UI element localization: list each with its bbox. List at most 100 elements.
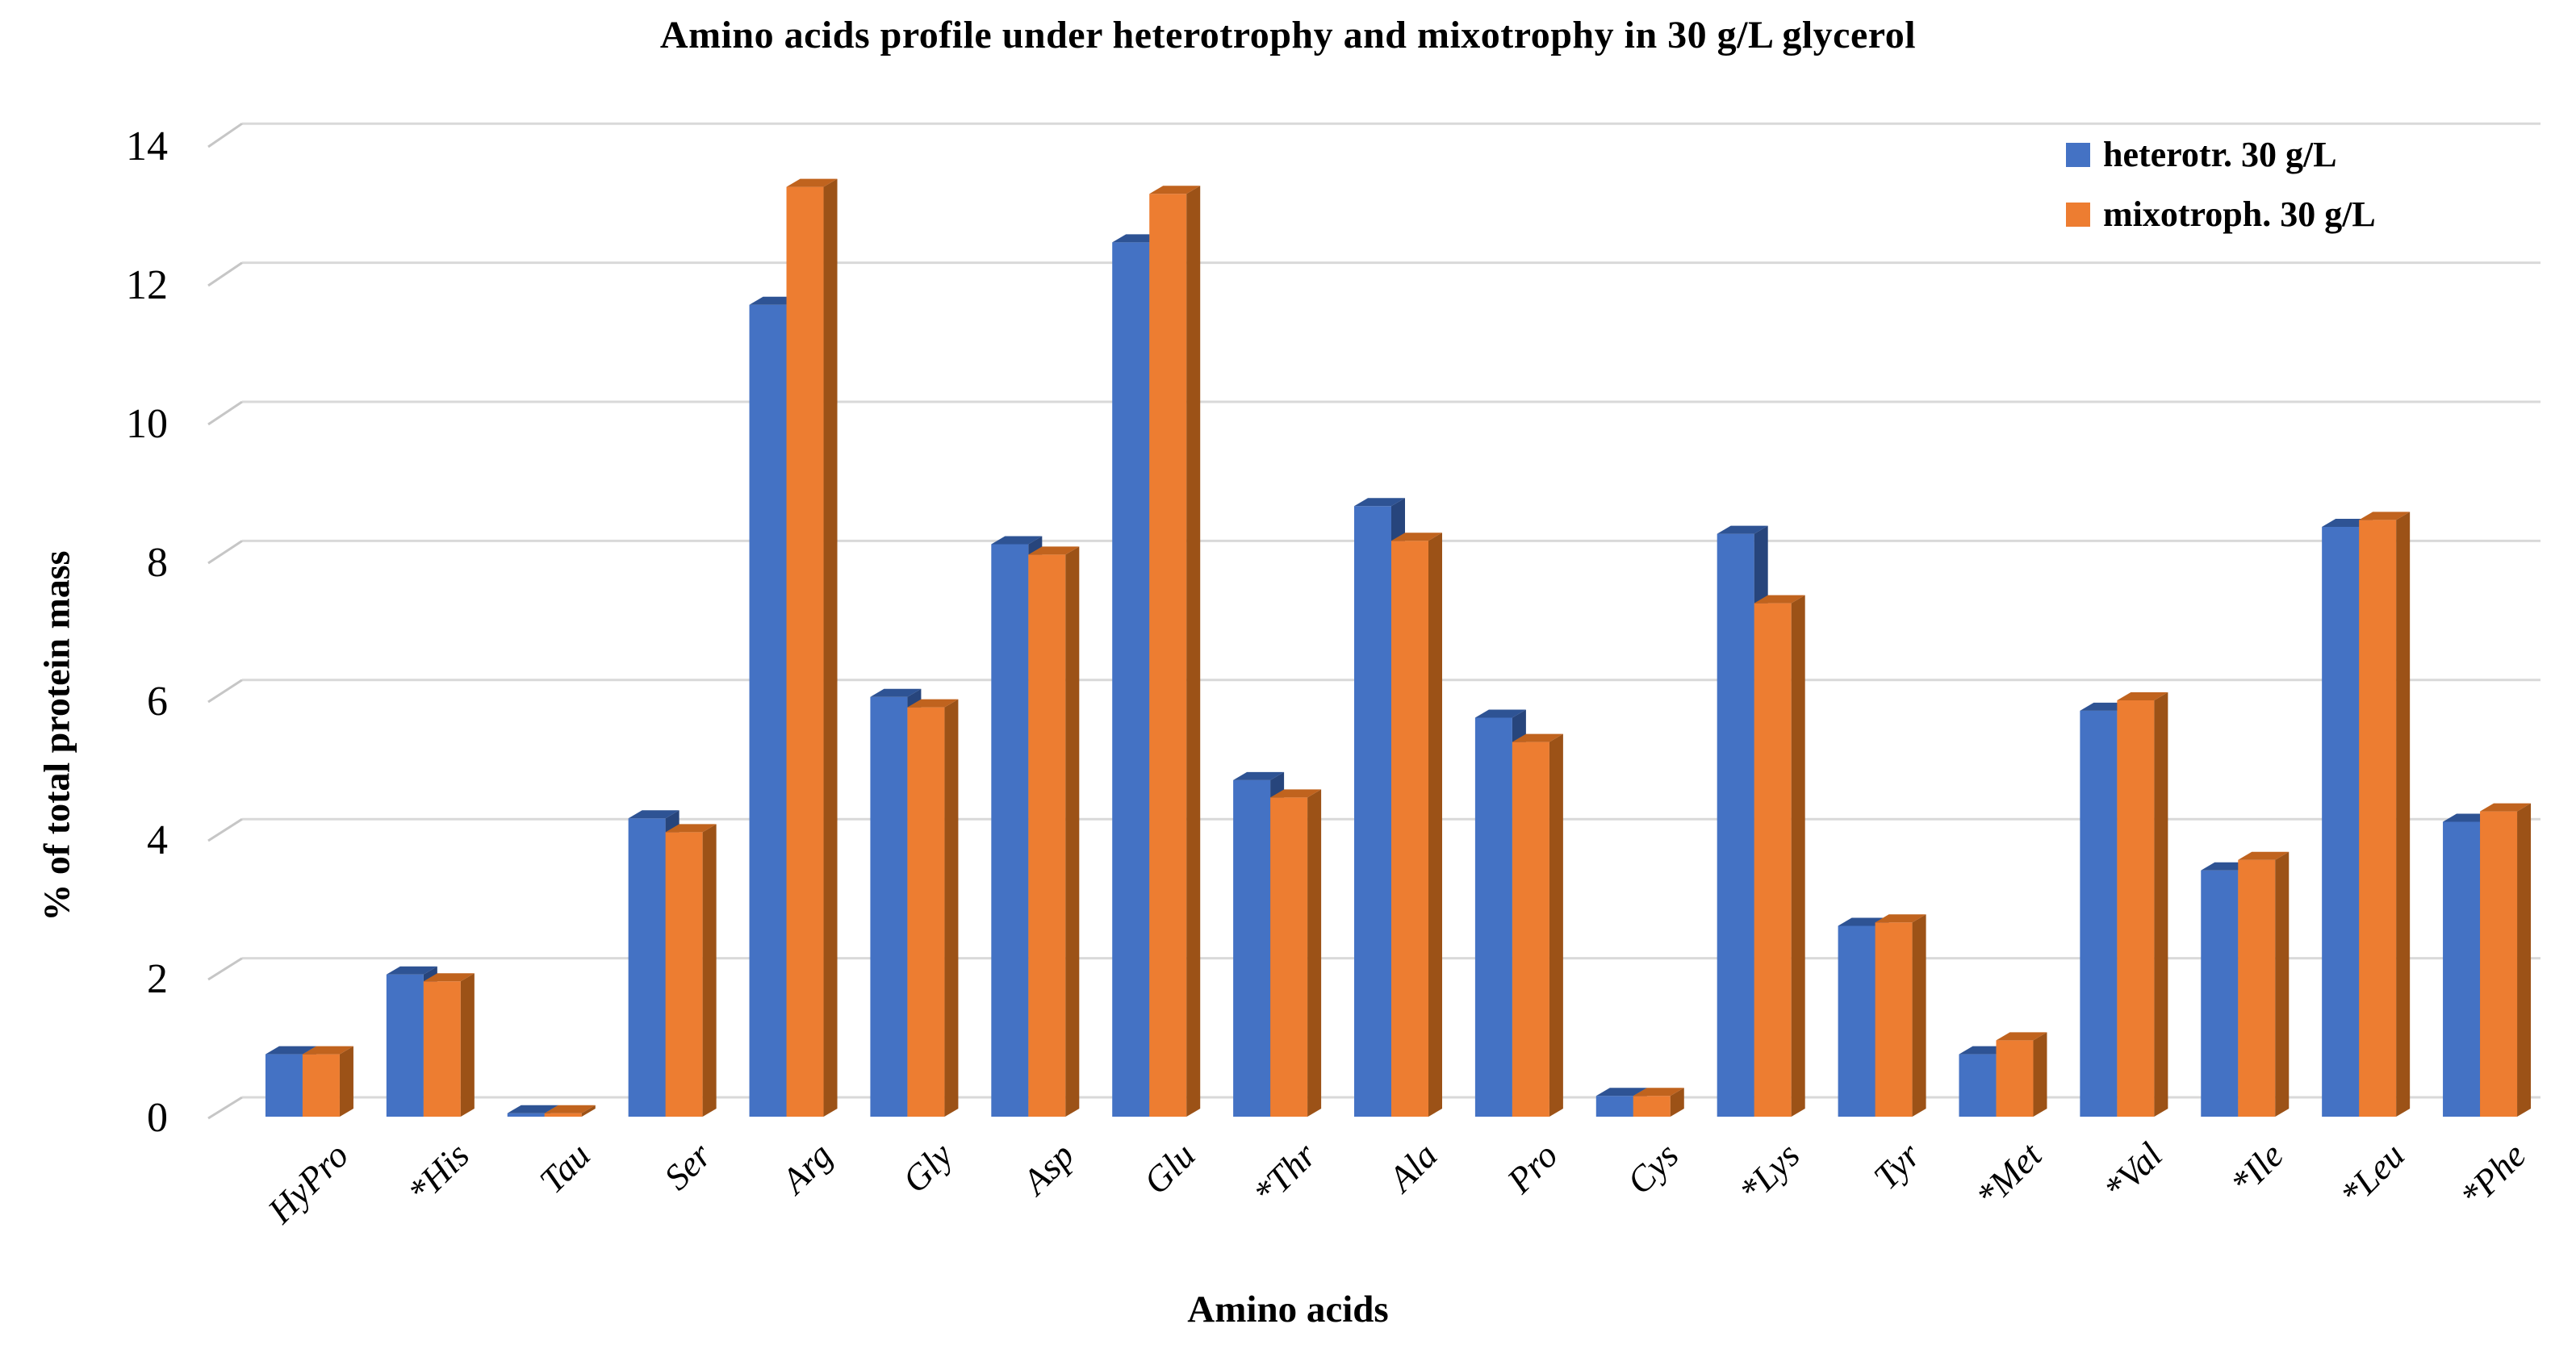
x-axis-title: Amino acids	[1187, 1289, 1389, 1330]
bar-front-face	[2201, 870, 2239, 1117]
y-tick-label-4: 4	[147, 817, 168, 863]
bar-front-face	[1474, 717, 1512, 1117]
tick-14	[207, 122, 243, 148]
y-tick-label-6: 6	[147, 679, 168, 725]
bar-top-face	[2480, 803, 2532, 812]
bar-top-face	[1474, 709, 1526, 718]
bar-mixotroph-Cys	[1633, 1088, 1684, 1117]
tick-8	[207, 540, 243, 565]
legend-label-heterotr: heterotr. 30 g/L	[2103, 135, 2337, 174]
bar-front-face	[1996, 1040, 2034, 1117]
bar-mixotroph-Gly	[907, 699, 959, 1117]
legend-label-mixotroph: mixotroph. 30 g/L	[2103, 194, 2376, 234]
bar-top-face	[507, 1105, 558, 1113]
bar-side-face	[1912, 914, 1926, 1117]
y-tick-label-8: 8	[147, 540, 168, 586]
bar-front-face	[1838, 925, 1876, 1117]
bar-top-face	[302, 1046, 353, 1055]
tick-2	[207, 957, 243, 981]
bar-front-face	[870, 696, 908, 1117]
bar-top-face	[1270, 789, 1322, 798]
bar-top-face	[1149, 186, 1201, 194]
bar-side-face	[944, 699, 959, 1117]
legend-item-heterotr: heterotr. 30 g/L	[2066, 136, 2376, 174]
bar-mixotroph-Asp	[1028, 546, 1080, 1117]
bar-mixotroph-Tyr	[1875, 914, 1926, 1117]
bar-top-face	[423, 973, 475, 982]
bar-mixotroph-Pro	[1512, 733, 1563, 1117]
bar-top-face	[870, 688, 922, 697]
bar-front-face	[1512, 741, 1549, 1117]
bar-mixotroph-Lys	[1754, 595, 1805, 1117]
bar-side-face	[2517, 803, 2532, 1117]
bar-mixotroph-Phe	[2480, 803, 2532, 1117]
bar-side-face	[2396, 512, 2411, 1117]
bar-top-face	[2238, 851, 2290, 860]
bar-top-face	[1391, 533, 1442, 541]
bar-side-face	[1428, 533, 1442, 1117]
bar-top-face	[786, 178, 838, 187]
bar-side-face	[1186, 186, 1201, 1117]
bar-mixotroph-Leu	[2359, 512, 2411, 1117]
bar-front-face	[749, 304, 787, 1117]
bar-front-face	[386, 974, 424, 1117]
bar-front-face	[265, 1054, 303, 1117]
tick-6	[207, 679, 243, 704]
chart-title: Amino acids profile under heterotrophy a…	[659, 14, 1917, 56]
y-tick-label-12: 12	[126, 262, 168, 308]
bar-top-face	[2117, 692, 2168, 700]
bar-top-face	[907, 699, 959, 708]
y-axis-title: % of total protein mass	[36, 550, 77, 921]
bar-front-face	[2238, 859, 2276, 1117]
bar-front-face	[507, 1113, 545, 1117]
bar-side-face	[1307, 789, 1322, 1117]
bar-top-face	[2359, 512, 2411, 520]
bar-front-face	[302, 1054, 340, 1117]
bars	[265, 178, 2532, 1117]
bar-top-face	[265, 1046, 316, 1055]
bar-top-face	[628, 810, 680, 819]
bar-front-face	[2117, 700, 2155, 1117]
bar-mixotroph-Ile	[2238, 851, 2290, 1117]
bar-side-face	[581, 1105, 596, 1117]
bar-front-face	[1717, 533, 1754, 1117]
bar-top-face	[665, 824, 717, 833]
bar-mixotroph-Met	[1996, 1032, 2047, 1117]
bar-front-face	[1149, 194, 1187, 1117]
legend-item-mixotroph: mixotroph. 30 g/L	[2066, 195, 2376, 234]
bar-mixotroph-Tau	[544, 1105, 596, 1117]
bar-front-face	[1112, 242, 1150, 1117]
bar-top-face	[991, 536, 1043, 545]
bar-front-face	[2359, 520, 2397, 1117]
bar-mixotroph-Val	[2117, 692, 2168, 1117]
bar-top-face	[544, 1105, 596, 1113]
bar-top-face	[1875, 914, 1926, 923]
bar-front-face	[1028, 554, 1066, 1117]
bar-front-face	[907, 707, 945, 1117]
bar-front-face	[1354, 506, 1391, 1117]
tick-10	[207, 400, 243, 426]
bar-top-face	[1717, 525, 1768, 534]
bar-mixotroph-Ser	[665, 824, 717, 1117]
bar-top-face	[1028, 546, 1080, 555]
bar-side-face	[823, 178, 838, 1117]
bar-front-face	[1633, 1096, 1671, 1117]
legend: heterotr. 30 g/L mixotroph. 30 g/L	[2066, 136, 2376, 255]
bar-front-face	[2080, 710, 2118, 1117]
bar-top-face	[1754, 595, 1805, 604]
bar-side-face	[702, 824, 717, 1117]
bar-mixotroph-HyPro	[302, 1046, 353, 1117]
bar-front-face	[2322, 527, 2360, 1117]
tick-12	[207, 261, 243, 287]
bar-top-face	[386, 966, 437, 975]
bar-front-face	[1270, 797, 1308, 1117]
bar-mixotroph-His	[423, 973, 475, 1117]
bar-front-face	[628, 818, 666, 1117]
tick-4	[207, 817, 243, 842]
bar-front-face	[2480, 811, 2518, 1117]
y-tick-label-0: 0	[147, 1095, 168, 1141]
y-tick-label-10: 10	[126, 401, 168, 447]
bar-mixotroph-Ala	[1391, 533, 1442, 1117]
